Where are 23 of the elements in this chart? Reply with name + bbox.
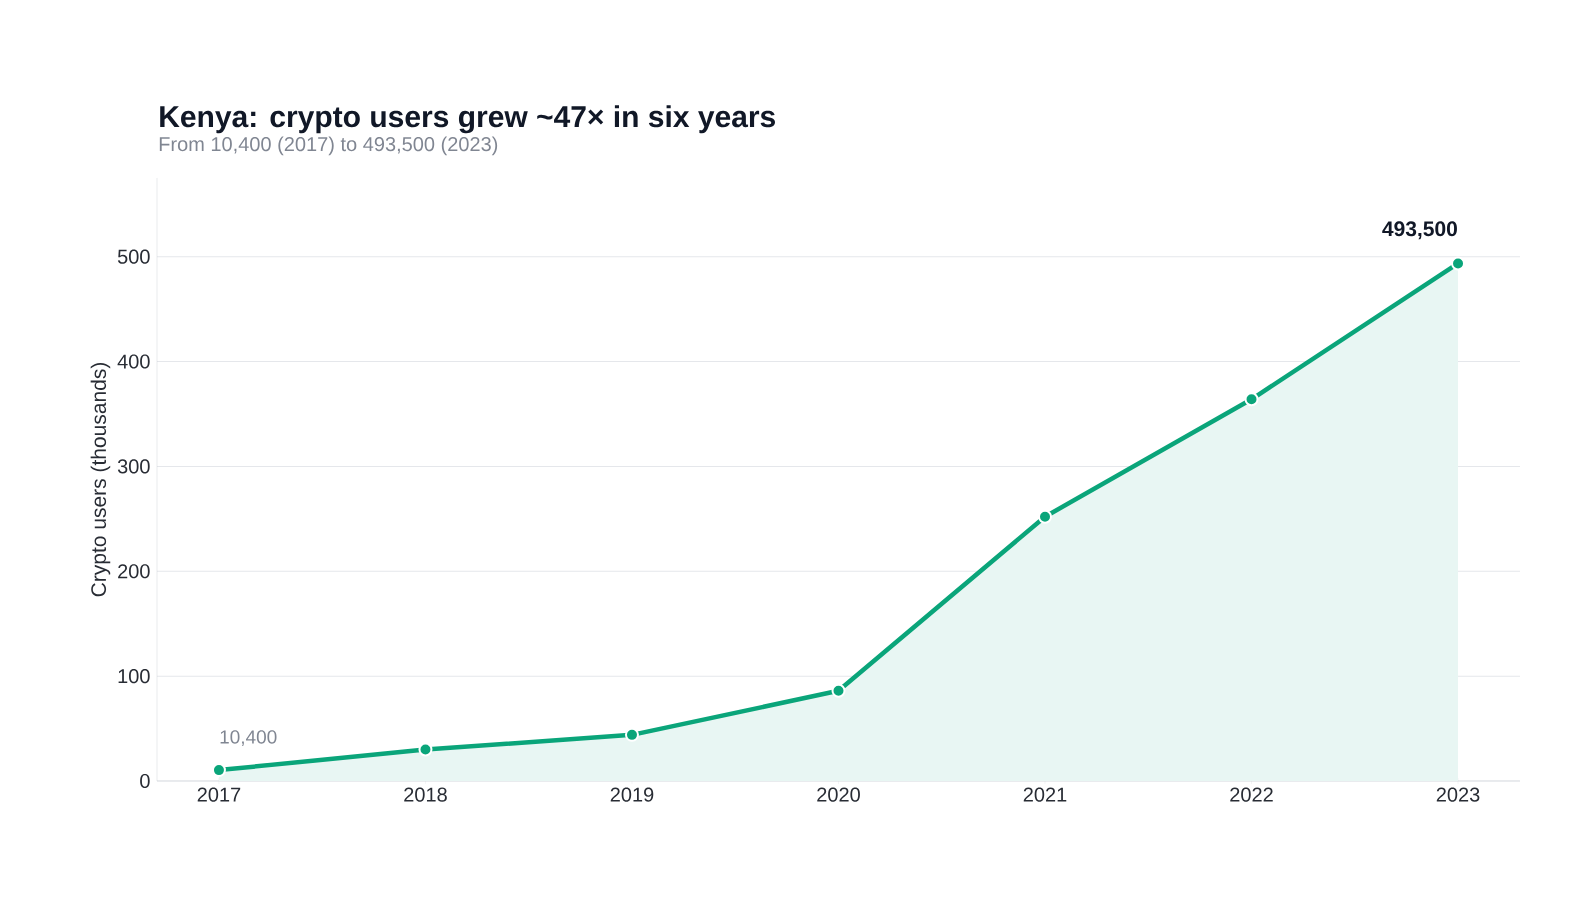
y-tick-label: 400 (117, 354, 150, 369)
x-tick-label: 2018 (404, 787, 447, 802)
x-tick-label: 2020 (817, 787, 860, 802)
x-tick-label: 2021 (1023, 787, 1067, 802)
y-tick-label: 200 (118, 564, 150, 579)
y-tick-label: 500 (117, 249, 150, 264)
x-tick-label: 2023 (1436, 787, 1480, 802)
point (1038, 509, 1052, 524)
annotation: 10,400 (220, 730, 277, 746)
x-tick-label: 2017 (197, 787, 241, 802)
point (1244, 392, 1259, 407)
x-tick-label: 2019 (610, 787, 654, 802)
point (831, 683, 846, 698)
point (418, 742, 433, 757)
chart-title: Kenya: crypto users grew ~47× in six years (160, 105, 775, 134)
y-tick-label: 100 (118, 669, 150, 684)
chart-subtitle: From 10,400 (2017) to 493,500 (2023) (159, 136, 498, 156)
y-tick-label: 0 (140, 773, 150, 789)
y-tick-label: 300 (117, 459, 150, 474)
point (624, 727, 639, 742)
x-tick-label: 2022 (1230, 787, 1273, 802)
annotation: 493,500 (1382, 221, 1457, 240)
y-axis-title: Crypto users (thousands) (90, 362, 111, 597)
